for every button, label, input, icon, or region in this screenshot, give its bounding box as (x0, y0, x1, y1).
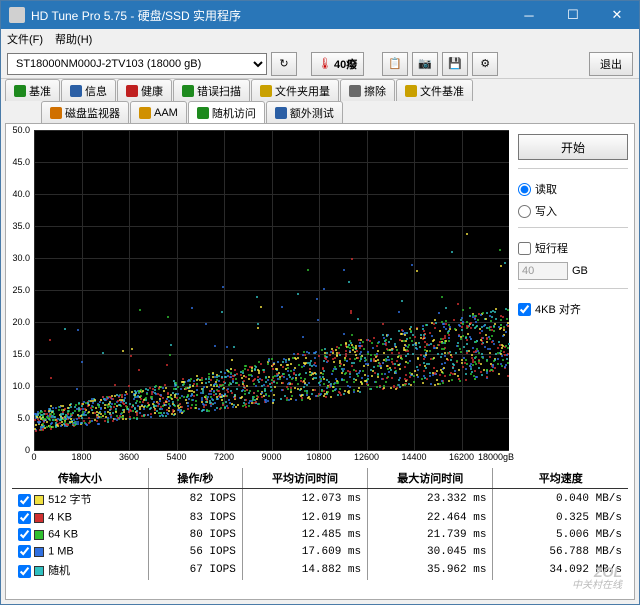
series-color-box (34, 566, 44, 576)
close-button[interactable]: ✕ (595, 1, 639, 29)
table-row: 512 字节82 IOPS12.073 ms23.332 ms0.040 MB/… (12, 489, 628, 510)
refresh-button[interactable]: ↻ (271, 52, 297, 76)
tab-文件基准[interactable]: 文件基准 (396, 79, 473, 101)
series-color-box (34, 495, 44, 505)
toolbar: ST18000NM000J-2TV103 (18000 gB) ↻ 🌡 40癈 … (1, 49, 639, 79)
scatter-chart (34, 130, 509, 450)
separator (518, 227, 628, 228)
app-icon (9, 7, 25, 23)
tab-额外测试[interactable]: 额外测试 (266, 101, 343, 123)
drive-select[interactable]: ST18000NM000J-2TV103 (18000 gB) (7, 53, 267, 75)
start-button[interactable]: 开始 (518, 134, 628, 160)
tab-icon (126, 85, 138, 97)
thermometer-icon: 🌡 (318, 57, 332, 70)
y-axis-labels: 05.010.015.020.025.030.035.040.045.050.0 (12, 130, 32, 450)
temperature-display[interactable]: 🌡 40癈 (311, 52, 364, 76)
app-window: HD Tune Pro 5.75 - 硬盘/SSD 实用程序 ─ ☐ ✕ 文件(… (0, 0, 640, 605)
col-header: 平均访问时间 (242, 468, 367, 489)
tab-擦除[interactable]: 擦除 (340, 79, 395, 101)
gb-label: GB (572, 265, 588, 277)
read-radio[interactable]: 读取 (518, 181, 628, 197)
tab-icon (260, 85, 272, 97)
tab-icon (139, 107, 151, 119)
maximize-button[interactable]: ☐ (551, 1, 595, 29)
col-header: 操作/秒 (148, 468, 242, 489)
tab-文件夹用量[interactable]: 文件夹用量 (251, 79, 339, 101)
content-area: ms 05.010.015.020.025.030.035.040.045.05… (5, 123, 635, 600)
tab-基准[interactable]: 基准 (5, 79, 60, 101)
menubar: 文件(F) 帮助(H) (1, 29, 639, 49)
tab-磁盘监视器[interactable]: 磁盘监视器 (41, 101, 129, 123)
col-header: 最大访问时间 (368, 468, 493, 489)
table-row: 4 KB83 IOPS12.019 ms22.464 ms0.325 MB/s (12, 509, 628, 526)
tab-icon (405, 85, 417, 97)
tab-icon (70, 85, 82, 97)
tab-icon (14, 85, 26, 97)
align-check[interactable]: 4KB 对齐 (518, 301, 628, 317)
short-stroke-check[interactable]: 短行程 (518, 240, 628, 256)
screenshot-button[interactable]: 📷 (412, 52, 438, 76)
chart-container: ms 05.010.015.020.025.030.035.040.045.05… (12, 130, 510, 450)
series-color-box (34, 513, 44, 523)
window-controls: ─ ☐ ✕ (507, 1, 639, 29)
menu-help[interactable]: 帮助(H) (55, 31, 92, 47)
stroke-input (518, 262, 568, 280)
tab-icon (349, 85, 361, 97)
col-header: 平均速度 (493, 468, 628, 489)
table-row: 64 KB80 IOPS12.485 ms21.739 ms5.006 MB/s (12, 526, 628, 543)
tab-健康[interactable]: 健康 (117, 79, 172, 101)
results-body: 512 字节82 IOPS12.073 ms23.332 ms0.040 MB/… (12, 489, 628, 581)
tab-icon (275, 107, 287, 119)
temperature-value: 40癈 (334, 56, 357, 72)
separator (518, 168, 628, 169)
tab-icon (182, 85, 194, 97)
side-panel: 开始 读取 写入 短行程 GB 4KB 对齐 (518, 130, 628, 450)
results-header-row: 传输大小操作/秒平均访问时间最大访问时间平均速度 (12, 468, 628, 489)
tab-信息[interactable]: 信息 (61, 79, 116, 101)
tabs-row-1: 基准信息健康错误扫描文件夹用量擦除文件基准 (1, 79, 639, 101)
exit-button[interactable]: 退出 (589, 52, 633, 76)
tab-随机访问[interactable]: 随机访问 (188, 101, 265, 123)
settings-button[interactable]: ⚙ (472, 52, 498, 76)
results-table: 传输大小操作/秒平均访问时间最大访问时间平均速度 512 字节82 IOPS12… (12, 468, 628, 580)
tab-icon (197, 107, 209, 119)
tab-AAM[interactable]: AAM (130, 101, 187, 123)
table-row: 1 MB56 IOPS17.609 ms30.045 ms56.788 MB/s (12, 543, 628, 560)
main-area: ms 05.010.015.020.025.030.035.040.045.05… (12, 130, 628, 450)
table-row: 随机67 IOPS14.882 ms35.962 ms34.092 MB/s (12, 560, 628, 580)
series-color-box (34, 547, 44, 557)
col-header: 传输大小 (12, 468, 148, 489)
tabs-row-2: 磁盘监视器AAM随机访问额外测试 (1, 101, 639, 123)
tab-错误扫描[interactable]: 错误扫描 (173, 79, 250, 101)
watermark: ZOL 中关村在线 (572, 565, 622, 591)
save-button[interactable]: 💾 (442, 52, 468, 76)
window-title: HD Tune Pro 5.75 - 硬盘/SSD 实用程序 (31, 7, 507, 24)
write-radio[interactable]: 写入 (518, 203, 628, 219)
tab-icon (50, 107, 62, 119)
titlebar: HD Tune Pro 5.75 - 硬盘/SSD 实用程序 ─ ☐ ✕ (1, 1, 639, 29)
stroke-input-row: GB (518, 262, 628, 280)
x-axis-unit: 18000gB (478, 452, 514, 462)
results-table-wrap: 传输大小操作/秒平均访问时间最大访问时间平均速度 512 字节82 IOPS12… (12, 468, 628, 580)
series-color-box (34, 530, 44, 540)
minimize-button[interactable]: ─ (507, 1, 551, 29)
separator (518, 288, 628, 289)
menu-file[interactable]: 文件(F) (7, 31, 43, 47)
copy-button[interactable]: 📋 (382, 52, 408, 76)
